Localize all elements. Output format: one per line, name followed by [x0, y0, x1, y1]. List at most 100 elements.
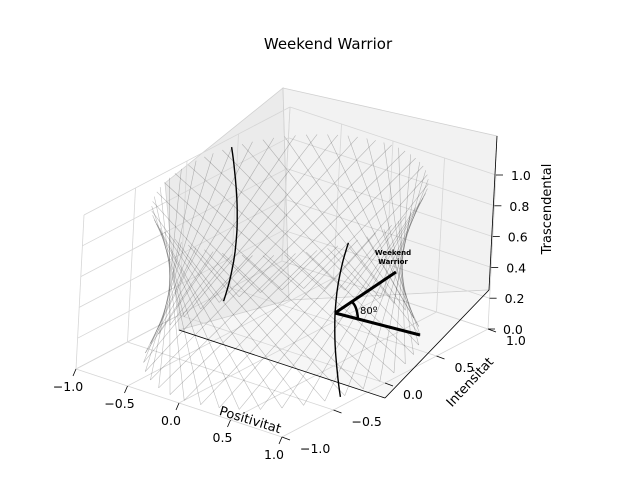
x-tick-label: 0.0: [161, 413, 181, 428]
axis-tick: [124, 385, 128, 394]
surface-ruling: [169, 250, 318, 395]
y-tick-label: −1.0: [300, 441, 330, 456]
surface-ruling: [222, 252, 364, 390]
surface-ruling: [324, 188, 428, 402]
vector-elevated: [334, 270, 397, 315]
y-tick-label: 1.0: [506, 333, 526, 348]
angle-label: 80º: [360, 306, 378, 317]
surface-ruling: [151, 210, 220, 303]
z-axis-label: Trascendental: [540, 164, 555, 256]
x-axis-line: [178, 329, 386, 399]
surface-ruling: [284, 136, 406, 311]
surface-ruling: [143, 254, 233, 363]
surface-ruling: [152, 215, 240, 410]
surface-ruling: [188, 244, 326, 402]
x-tick-label: 0.5: [213, 430, 233, 445]
grid-line: [288, 137, 495, 207]
surface-ruling: [150, 137, 275, 344]
grid-line: [230, 133, 239, 289]
surface-ruling: [218, 232, 376, 408]
grid-line: [82, 137, 289, 247]
surface-ruling: [150, 255, 275, 381]
surface-ruling: [174, 238, 304, 406]
grid-line: [283, 229, 490, 299]
grid-line: [127, 341, 334, 411]
surface-ruling: [241, 254, 381, 382]
surface-ruling: [398, 221, 406, 311]
surface-ruling: [222, 149, 364, 294]
surface-ruling: [398, 147, 406, 364]
surface-ruling: [281, 207, 416, 409]
axis-tick: [278, 436, 283, 445]
surface-ruling: [158, 242, 182, 335]
grid-line: [80, 168, 287, 277]
grid-line: [436, 157, 445, 313]
surface-ruling: [169, 177, 171, 395]
surface-ruling: [204, 249, 346, 396]
surface-ruling: [379, 202, 421, 298]
surface-ruling: [158, 168, 182, 388]
z-tick-label: 0.8: [509, 199, 529, 214]
surface-ruling: [159, 228, 185, 317]
surface-ruling: [238, 225, 392, 410]
chart-title: Weekend Warrior: [264, 35, 393, 53]
axis-tick: [487, 328, 497, 333]
y-axis-line: [384, 289, 490, 399]
surface-ruling: [151, 206, 220, 408]
axis-tick: [227, 419, 231, 428]
surface-ruling: [150, 247, 197, 344]
surface-ruling: [200, 136, 358, 310]
grid-line: [83, 106, 291, 216]
surface-ruling: [169, 134, 318, 326]
axis-tick: [281, 436, 291, 441]
surface-ruling: [383, 229, 414, 319]
surface-ruling: [145, 251, 214, 354]
axis-tick: [436, 355, 445, 360]
z-tick-label: 0.6: [508, 230, 528, 245]
surface-ruling: [156, 223, 261, 410]
surface-ruling: [188, 164, 326, 289]
grid-line: [75, 260, 283, 370]
surface-ruling: [183, 134, 339, 317]
axis-tick: [384, 382, 394, 387]
grid-line: [281, 260, 489, 330]
surface-ruling: [183, 245, 339, 401]
surface-ruling: [303, 165, 424, 289]
grid-line: [384, 140, 394, 296]
grid-line: [286, 168, 493, 237]
surface-ruling: [393, 154, 411, 373]
surface-ruling: [305, 251, 414, 355]
y-tick-label: 0.0: [403, 387, 423, 402]
grid-line: [79, 199, 286, 308]
surface-ruling: [145, 153, 214, 372]
surface-ruling: [366, 236, 419, 327]
z-axis-line: [488, 135, 498, 291]
grid-line: [333, 123, 342, 279]
surface-ruling: [324, 174, 428, 289]
x-tick-label: −0.5: [104, 396, 134, 411]
surface-ruling: [241, 143, 381, 298]
surface-ruling: [347, 135, 421, 336]
surface-ruling: [158, 135, 296, 335]
surface-ruling: [238, 144, 392, 298]
surface-ruling: [200, 239, 358, 405]
surface-ruling: [383, 142, 414, 355]
surface-ruling: [204, 156, 346, 291]
surface-ruling: [393, 212, 411, 304]
axis-tick: [175, 402, 180, 411]
z-tick-label: 0.0: [503, 322, 523, 337]
surface-ruling: [164, 231, 283, 409]
grid-line: [285, 199, 492, 268]
surface-ruling: [303, 197, 424, 406]
point-label-line2: Warrior: [378, 258, 408, 266]
surface-ruling: [145, 255, 253, 372]
grid-line: [289, 106, 497, 176]
axis-tick: [333, 409, 342, 414]
point-label-line1: Weekend: [375, 249, 411, 257]
surface-ruling: [281, 157, 416, 291]
axis-tick: [72, 368, 77, 377]
grid-line: [178, 314, 386, 384]
surface-ruling: [344, 183, 429, 291]
